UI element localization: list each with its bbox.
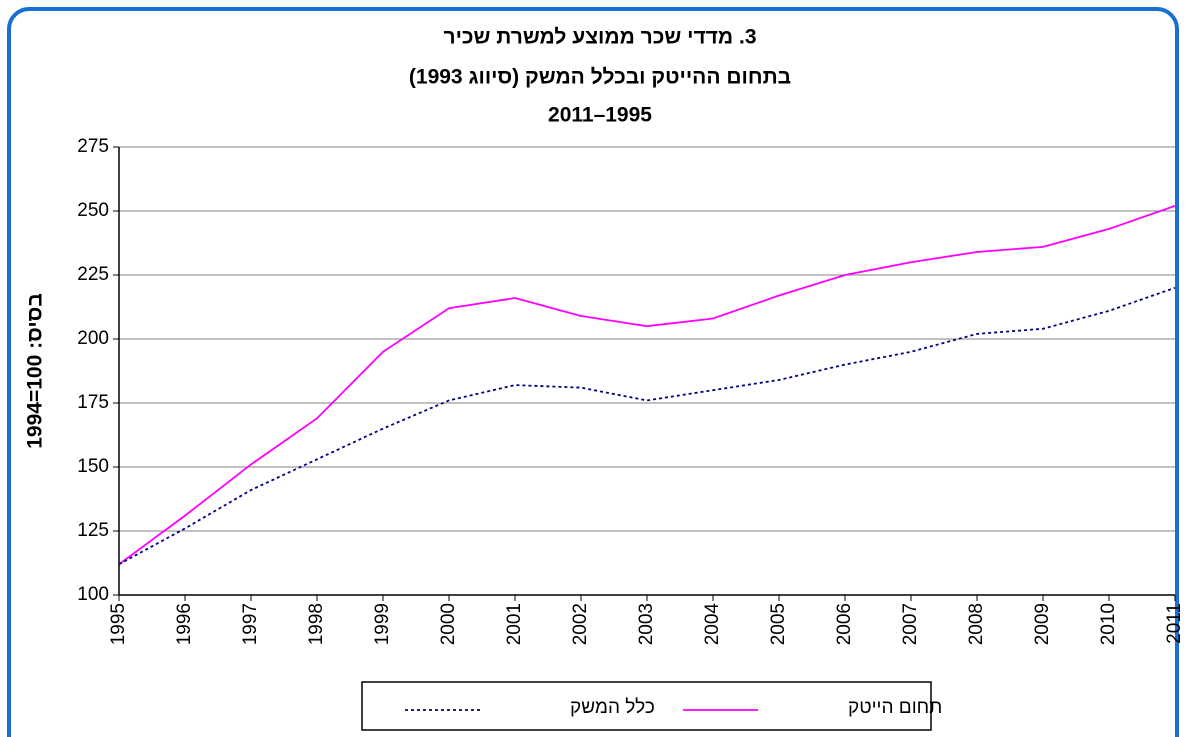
x-tick-label: 1995 <box>108 603 129 645</box>
y-tick-label: 125 <box>77 520 109 541</box>
x-tick-label: 2006 <box>834 603 855 645</box>
x-tick-label: 2007 <box>900 603 921 645</box>
legend <box>361 681 932 731</box>
series-line <box>118 205 1176 566</box>
y-tick-label: 150 <box>77 456 109 477</box>
x-tick-label: 1997 <box>240 603 261 645</box>
y-tick-label: 100 <box>77 584 109 605</box>
x-tick-label: 2000 <box>438 603 459 645</box>
y-tick-label: 175 <box>77 392 109 413</box>
x-tick-label: 2008 <box>966 603 987 645</box>
x-tick-label: 2001 <box>504 603 525 645</box>
series-line <box>118 286 1176 566</box>
x-tick-label: 2009 <box>1032 603 1053 645</box>
x-tick-label: 1998 <box>306 603 327 645</box>
x-tick-label: 2004 <box>702 603 723 646</box>
x-tick-label: 1999 <box>372 603 393 645</box>
y-axis-label: בסיס: 100=1994 <box>24 293 47 449</box>
y-tick-label: 225 <box>77 264 109 285</box>
x-tick-label: 2005 <box>768 603 789 645</box>
x-tick-label: 2003 <box>636 603 657 645</box>
legend-label: כלל המשק <box>570 697 655 718</box>
y-tick-label: 250 <box>77 200 109 221</box>
legend-label: תחום הייטק <box>848 697 942 718</box>
chart-title: 3. מדדי שכר ממוצע למשרת שכיר <box>444 26 757 49</box>
x-tick-label: 2011 <box>1164 603 1185 644</box>
y-tick-label: 275 <box>77 136 109 157</box>
frame <box>7 7 1179 737</box>
y-tick-label: 200 <box>77 328 109 349</box>
chart-subtitle: בתחום ההייטק ובכלל המשק (סיווג 1993) <box>409 66 791 89</box>
x-tick-label: 2002 <box>570 603 591 645</box>
x-tick-label: 1996 <box>174 603 195 645</box>
x-tick-label: 2010 <box>1098 603 1119 645</box>
chart-period: 2011–1995 <box>548 104 652 127</box>
